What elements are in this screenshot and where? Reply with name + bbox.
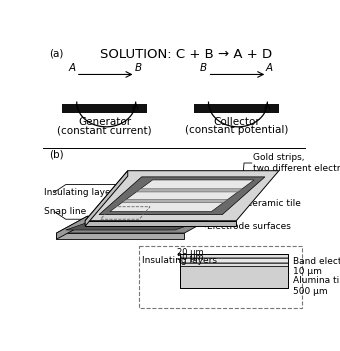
Text: (b): (b) (49, 150, 63, 160)
Text: Gold strips,
two different electrodes: Gold strips, two different electrodes (253, 153, 340, 173)
Text: Insulating layers: Insulating layers (142, 256, 218, 265)
Text: 50 μm: 50 μm (177, 253, 204, 261)
Polygon shape (110, 180, 254, 212)
Bar (180, 257, 288, 258)
Polygon shape (122, 199, 228, 203)
Polygon shape (85, 221, 236, 226)
Bar (139, 246, 302, 308)
Bar (180, 258, 288, 261)
Bar (193, 104, 279, 113)
Text: A: A (266, 63, 273, 73)
Polygon shape (85, 171, 279, 221)
Text: (a): (a) (49, 48, 63, 58)
Text: Insulating layer: Insulating layer (44, 188, 115, 197)
Bar (180, 263, 288, 266)
Polygon shape (56, 233, 184, 239)
Text: Ceramic tile: Ceramic tile (245, 199, 301, 208)
Bar (180, 254, 288, 257)
Text: B: B (134, 63, 141, 73)
Text: Alumina tile
500 μm: Alumina tile 500 μm (293, 276, 340, 296)
Text: Collector: Collector (213, 117, 260, 127)
Text: Band electrodes
10 μm: Band electrodes 10 μm (293, 257, 340, 276)
Text: Snap line: Snap line (44, 207, 86, 216)
Text: Generator: Generator (78, 117, 131, 127)
Polygon shape (85, 171, 128, 226)
Text: B: B (200, 63, 207, 73)
Bar (180, 261, 288, 263)
Polygon shape (66, 219, 206, 230)
Polygon shape (56, 216, 215, 233)
Bar (180, 254, 288, 288)
Text: A: A (68, 63, 75, 73)
Text: SOLUTION: C + B → A + D: SOLUTION: C + B → A + D (100, 47, 272, 60)
Text: Electrode surfaces: Electrode surfaces (207, 223, 291, 231)
Polygon shape (99, 177, 265, 214)
Text: (constant potential): (constant potential) (185, 125, 288, 135)
Bar (180, 266, 288, 288)
Text: (constant current): (constant current) (57, 125, 152, 135)
Text: 20 μm: 20 μm (177, 248, 204, 257)
Polygon shape (136, 189, 242, 192)
Polygon shape (56, 216, 87, 239)
Bar (62, 104, 147, 113)
